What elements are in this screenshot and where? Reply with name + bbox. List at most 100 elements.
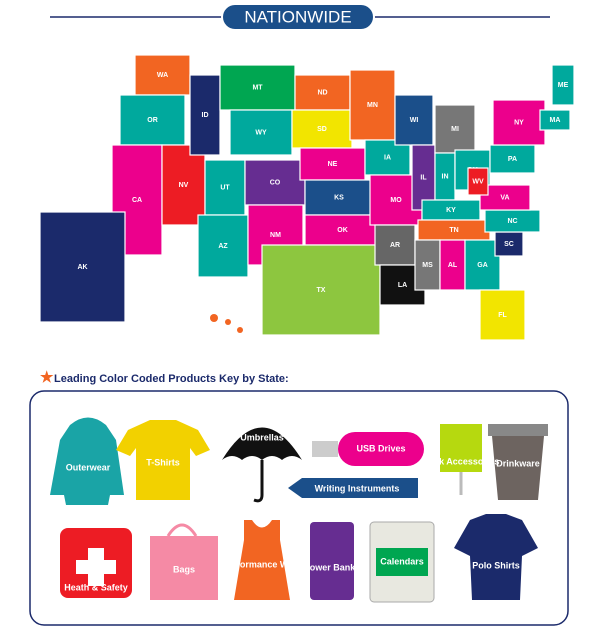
icon-umbrella <box>222 427 302 460</box>
state-label: ME <box>558 82 569 89</box>
icon-lamp <box>440 424 482 472</box>
state <box>294 74 351 111</box>
state-label: MA <box>550 117 561 124</box>
state <box>189 74 221 156</box>
state-label: IL <box>420 174 427 181</box>
state <box>39 211 126 323</box>
key-title: Leading Color Coded Products Key by Stat… <box>54 373 289 385</box>
state-label: SD <box>317 126 327 133</box>
state-label: NV <box>179 182 189 189</box>
key-box <box>29 390 569 626</box>
state-label: TX <box>317 287 326 294</box>
state <box>134 54 191 96</box>
state-label: MS <box>422 262 433 269</box>
state-label: PA <box>508 156 517 163</box>
state-label: MT <box>252 84 263 91</box>
star: ★ <box>40 369 54 386</box>
key-label: Drinkware <box>496 458 540 468</box>
state-label: KY <box>446 207 456 214</box>
map: WA OR CA NV ID MT WY UT AZ CO NM ND SD NE KS OK TX MN IA MO… <box>39 54 575 341</box>
icon-umbrella-handle <box>253 460 264 503</box>
hawaii <box>210 314 218 322</box>
state <box>161 144 206 226</box>
state-label: WY <box>255 129 267 136</box>
icon-outerwear <box>50 417 124 505</box>
state-label: NC <box>507 218 517 225</box>
state-label: CA <box>132 197 142 204</box>
icon-usb-plug <box>312 441 338 457</box>
state-label: MI <box>451 126 459 133</box>
state-label: AR <box>390 242 400 249</box>
state-label: IN <box>442 173 449 180</box>
state <box>197 214 249 278</box>
key-label: Power Banks <box>304 562 361 572</box>
state-label: ID <box>202 112 209 119</box>
state-label: AL <box>448 262 458 269</box>
key-label: Calendars <box>380 556 424 566</box>
state-label: CO <box>270 179 281 186</box>
icon-cross <box>76 548 116 586</box>
state-label: FL <box>498 312 507 319</box>
hawaii <box>225 319 231 325</box>
icon-bag-handle <box>166 523 198 537</box>
icon-tshirts <box>116 420 210 500</box>
state-label: UT <box>220 184 230 191</box>
state-label: NE <box>328 161 338 168</box>
state-label: NY <box>514 119 524 126</box>
state-label: WI <box>410 117 419 124</box>
icon-bag <box>150 536 218 600</box>
state <box>479 289 526 341</box>
state <box>349 69 396 141</box>
state-label: WA <box>157 72 168 79</box>
state <box>539 109 571 131</box>
state-label: MO <box>390 197 402 204</box>
key-label: Outerwear <box>66 462 111 472</box>
state <box>394 94 434 146</box>
state-label: IA <box>384 154 391 161</box>
state-label: OR <box>147 117 158 124</box>
key-label: USB Drives <box>356 443 405 453</box>
key-label: Writing Instruments <box>315 483 400 493</box>
icon-cup <box>492 436 544 500</box>
key-label: Umbrellas <box>240 432 284 442</box>
state-label: AZ <box>218 243 228 250</box>
state-label: ND <box>317 89 327 96</box>
state <box>364 139 411 176</box>
key-label: Desk Accessories <box>423 456 500 466</box>
state-label: WV <box>472 178 484 185</box>
state <box>467 167 489 196</box>
icon-perf <box>234 520 290 600</box>
state-label: MN <box>367 102 378 109</box>
key-label: T-Shirts <box>146 457 180 467</box>
icon-pen <box>288 478 418 498</box>
state-label: KS <box>334 194 344 201</box>
state-label: TN <box>449 227 458 234</box>
hawaii <box>237 327 243 333</box>
state <box>219 64 296 111</box>
title-badge <box>221 3 375 31</box>
state <box>551 64 575 106</box>
state <box>244 159 306 206</box>
state-label: AK <box>77 264 87 271</box>
key-labels: Outerwear T-Shirts Umbrellas USB Drives Desk… <box>64 432 540 592</box>
key-label: Bags <box>173 564 195 574</box>
icon-powerbank <box>310 522 354 600</box>
icon-polo <box>454 514 538 600</box>
icon-calendar-page <box>376 548 428 576</box>
state <box>489 144 536 174</box>
title: NATIONWIDE <box>244 7 351 26</box>
state <box>414 239 441 291</box>
key-label: Polo Shirts <box>472 560 520 570</box>
key-label: Performance Wear <box>222 559 302 569</box>
state-label: VA <box>500 194 509 201</box>
state-label: GA <box>477 262 488 269</box>
icon-cup-lid <box>488 424 548 436</box>
icon-usb <box>338 432 424 466</box>
state-label: LA <box>398 282 407 289</box>
state-label: OK <box>337 227 348 234</box>
state-label: NM <box>270 232 281 239</box>
state <box>299 147 366 181</box>
state-label: SC <box>504 241 514 248</box>
key-label: Heath & Safety <box>64 582 128 592</box>
